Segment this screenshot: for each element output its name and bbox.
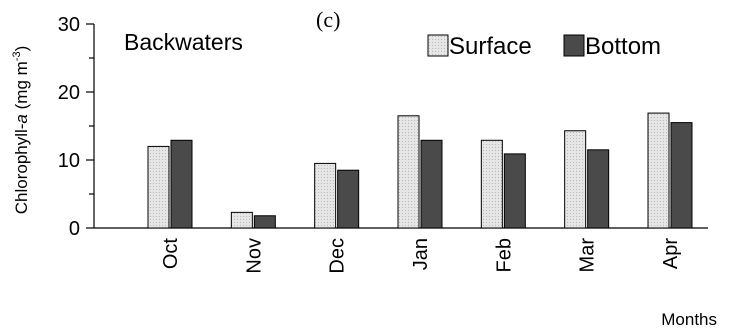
bars: Oct Nov Dec Jan Feb Mar Apr [147, 112, 693, 274]
y-tick-label: 10 [58, 150, 80, 172]
bar-bottom-dec [337, 169, 360, 229]
panel-label: (c) [316, 7, 340, 32]
chart-subtitle: Backwaters [124, 29, 243, 55]
bar-bottom-apr [670, 122, 693, 229]
y-tick-label: 30 [58, 14, 80, 36]
x-tick-label: Feb [493, 238, 515, 272]
bar-bottom-feb [503, 153, 526, 229]
x-tick-label: Oct [160, 238, 182, 270]
bar-bottom-jan [420, 139, 443, 229]
axes: 0 10 20 30 [58, 14, 708, 240]
bar-surface-oct [147, 145, 170, 229]
bar-surface-feb [480, 139, 503, 229]
bar-bottom-nov [253, 215, 276, 229]
bar-bottom-oct [170, 139, 193, 229]
x-tick-label: Jan [410, 238, 432, 270]
legend-swatch-bottom [563, 34, 585, 57]
legend-label-surface: Surface [449, 33, 532, 60]
y-axis-label: Chlorophyll-a (mg m-3) [11, 46, 31, 215]
bar-surface-jan [397, 115, 420, 229]
x-tick-label: Dec [327, 238, 349, 274]
bar-surface-dec [314, 162, 337, 229]
y-tick-label: 0 [69, 218, 80, 240]
x-tick-label: Mar [577, 238, 599, 273]
bar-surface-apr [647, 112, 670, 229]
x-tick-label: Apr [660, 238, 682, 269]
legend: Surface Bottom [427, 33, 661, 60]
x-tick-label: Nov [243, 238, 265, 274]
y-tick-label: 20 [58, 82, 80, 104]
x-axis-label: Months [661, 310, 717, 329]
bar-surface-nov [230, 211, 253, 229]
bar-surface-mar [564, 130, 587, 229]
bar-bottom-mar [587, 149, 610, 229]
legend-label-bottom: Bottom [585, 33, 661, 60]
legend-swatch-surface [427, 34, 449, 57]
